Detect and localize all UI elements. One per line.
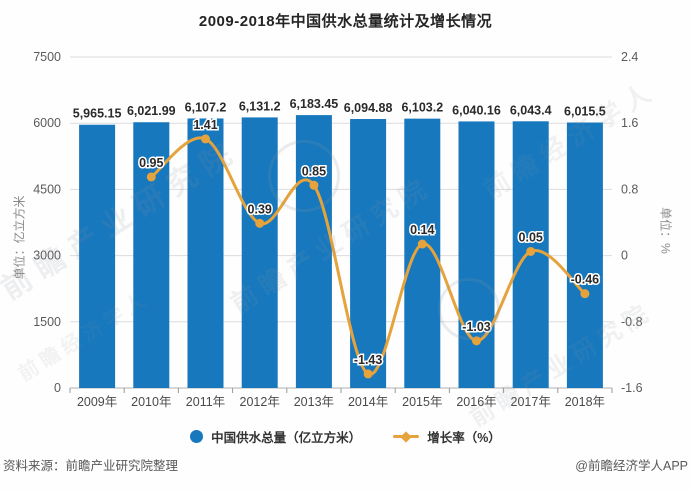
bar-value-label: 6,107.2 bbox=[185, 100, 227, 114]
y-axis-right-name: 单位：% bbox=[658, 207, 673, 254]
x-axis-tick-label: 2015年 bbox=[402, 395, 442, 409]
growth-point bbox=[472, 336, 481, 346]
y-axis-left-tick-label: 4500 bbox=[33, 182, 61, 196]
growth-value-label: 1.41 bbox=[193, 118, 217, 132]
y-axis-right-tick-label: -1.6 bbox=[621, 381, 643, 395]
bar-value-label: 6,094.88 bbox=[344, 101, 393, 115]
footer: 资料来源：前瞻产业研究院整理 @前瞻经济学人APP bbox=[0, 455, 691, 474]
bar-value-label: 5,965.15 bbox=[73, 107, 122, 121]
source-text: 资料来源：前瞻产业研究院整理 bbox=[3, 459, 179, 473]
growth-point bbox=[255, 218, 265, 228]
legend: 中国供水总量（亿立方米） 增长率（%） bbox=[0, 427, 691, 446]
bar-value-label: 6,183.45 bbox=[290, 97, 339, 111]
bar-value-label: 6,015.5 bbox=[564, 105, 606, 119]
chart-title: 2009-2018年中国供水总量统计及增长情况 bbox=[198, 13, 493, 30]
credit-text: @前瞻经济学人APP bbox=[575, 459, 688, 473]
y-axis-right-tick-label: 2.4 bbox=[621, 50, 638, 64]
bar bbox=[187, 118, 224, 389]
growth-value-label: -0.46 bbox=[571, 273, 600, 287]
legend-line-diamond-marker bbox=[393, 430, 420, 443]
legend-item-label: 中国供水总量（亿立方米） bbox=[211, 431, 362, 445]
legend-item-label: 增长率（%） bbox=[427, 431, 501, 445]
bar-value-label: 6,131.2 bbox=[239, 99, 281, 113]
y-axis-right-tick-label: -0.8 bbox=[621, 315, 643, 329]
growth-value-label: 0.14 bbox=[410, 223, 434, 237]
growth-value-label: 0.95 bbox=[139, 156, 163, 170]
bar bbox=[566, 122, 603, 388]
growth-point bbox=[363, 369, 373, 379]
x-axis-tick-label: 2010年 bbox=[131, 395, 171, 409]
y-axis-left-tick-label: 7500 bbox=[33, 50, 61, 64]
bar-value-label: 6,103.2 bbox=[401, 101, 443, 115]
x-axis-tick-label: 2014年 bbox=[348, 395, 388, 409]
growth-point bbox=[201, 134, 210, 144]
growth-value-label: 0.39 bbox=[248, 202, 272, 216]
bar bbox=[295, 115, 332, 389]
y-axis-left-tick-label: 1500 bbox=[33, 315, 61, 329]
growth-point bbox=[309, 180, 319, 190]
x-axis-tick-label: 2016年 bbox=[456, 395, 496, 409]
growth-point bbox=[580, 289, 590, 299]
growth-point bbox=[417, 239, 427, 249]
x-axis-tick-label: 2017年 bbox=[511, 395, 551, 409]
growth-value-label: 0.85 bbox=[302, 164, 326, 178]
legend-circle-marker bbox=[190, 430, 204, 443]
x-axis-tick-label: 2012年 bbox=[240, 395, 280, 409]
y-axis-left-name: 单位：亿立方米 bbox=[12, 195, 27, 280]
bar-value-label: 6,043.4 bbox=[510, 103, 552, 117]
x-axis-tick-label: 2013年 bbox=[294, 395, 334, 409]
growth-point bbox=[146, 172, 156, 182]
bar bbox=[79, 124, 116, 389]
y-axis-right-tick-label: 0 bbox=[621, 249, 628, 263]
bar bbox=[350, 119, 387, 388]
x-axis-tick-label: 2011年 bbox=[186, 395, 225, 409]
y-axis-left-tick-label: 0 bbox=[54, 381, 61, 395]
growth-value-label: 0.05 bbox=[519, 230, 543, 244]
y-axis-left-tick-label: 6000 bbox=[33, 116, 61, 130]
growth-value-label: -1.03 bbox=[462, 320, 491, 334]
bar bbox=[241, 117, 278, 389]
chart-canvas: 0 -1.6 1500 -0.8 3000 0 4500 0.8 6000 1.6 7500 2.4 2… bbox=[33, 50, 643, 409]
growth-value-label: -1.43 bbox=[354, 353, 383, 367]
legend-item-water-supply[interactable]: 中国供水总量（亿立方米） bbox=[190, 427, 361, 446]
bar-value-label: 6,040.16 bbox=[452, 103, 501, 117]
bar bbox=[458, 121, 495, 388]
y-axis-right-tick-label: 1.6 bbox=[621, 116, 638, 130]
y-axis-left-tick-label: 3000 bbox=[33, 249, 61, 263]
x-axis-tick-label: 2018年 bbox=[565, 395, 605, 409]
legend-item-growth-rate[interactable]: 增长率（%） bbox=[393, 427, 501, 446]
x-axis-tick-label: 2009年 bbox=[77, 395, 117, 409]
y-axis-right-tick-label: 0.8 bbox=[621, 182, 638, 196]
bar-value-label: 6,021.99 bbox=[127, 104, 176, 118]
growth-point bbox=[526, 246, 536, 256]
